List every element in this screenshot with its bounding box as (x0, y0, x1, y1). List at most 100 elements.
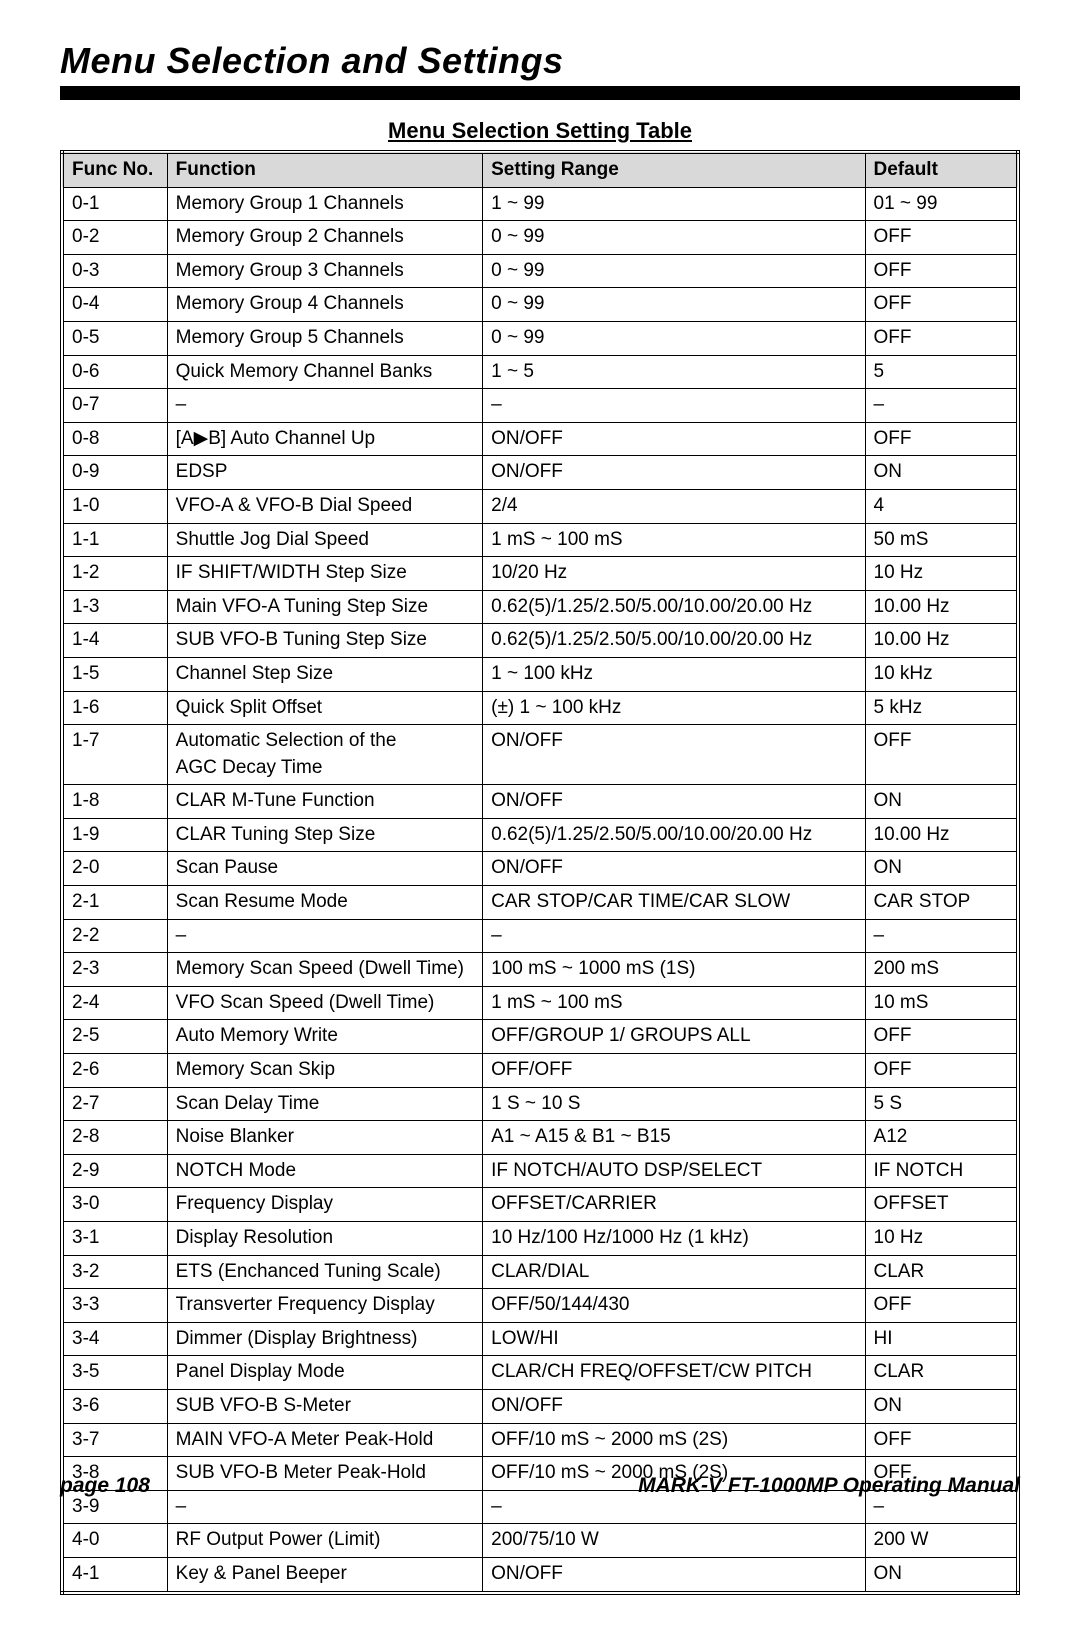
cell-range: 0 ~ 99 (483, 221, 865, 255)
cell-funcno: 4-0 (62, 1524, 167, 1558)
table-row: 2-9NOTCH ModeIF NOTCH/AUTO DSP/SELECTIF … (62, 1154, 1018, 1188)
cell-range: CLAR/DIAL (483, 1255, 865, 1289)
table-row: 4-1Key & Panel BeeperON/OFFON (62, 1557, 1018, 1592)
footer-manual-name: MARK-V FT-1000MP Operating Manual (638, 1474, 1020, 1498)
cell-default: 10.00 Hz (865, 818, 1018, 852)
cell-function: VFO-A & VFO-B Dial Speed (167, 489, 482, 523)
table-row: 2-4VFO Scan Speed (Dwell Time)1 mS ~ 100… (62, 986, 1018, 1020)
cell-range: IF NOTCH/AUTO DSP/SELECT (483, 1154, 865, 1188)
cell-funcno: 0-6 (62, 355, 167, 389)
table-row: 4-0RF Output Power (Limit)200/75/10 W200… (62, 1524, 1018, 1558)
cell-funcno: 3-2 (62, 1255, 167, 1289)
cell-default: 10 kHz (865, 657, 1018, 691)
cell-range: 0 ~ 99 (483, 254, 865, 288)
table-row: 0-8[A▶B] Auto Channel UpON/OFFOFF (62, 422, 1018, 456)
cell-funcno: 3-7 (62, 1423, 167, 1457)
cell-function: Quick Memory Channel Banks (167, 355, 482, 389)
cell-default: ON (865, 785, 1018, 819)
cell-funcno: 1-5 (62, 657, 167, 691)
cell-function: RF Output Power (Limit) (167, 1524, 482, 1558)
cell-funcno: 3-1 (62, 1222, 167, 1256)
cell-default: 10.00 Hz (865, 624, 1018, 658)
cell-function: Noise Blanker (167, 1121, 482, 1155)
cell-funcno: 1-3 (62, 590, 167, 624)
cell-default: OFF (865, 1289, 1018, 1323)
table-row: 3-3Transverter Frequency DisplayOFF/50/1… (62, 1289, 1018, 1323)
cell-range: OFFSET/CARRIER (483, 1188, 865, 1222)
table-row: 3-7MAIN VFO-A Meter Peak-HoldOFF/10 mS ~… (62, 1423, 1018, 1457)
cell-range: CAR STOP/CAR TIME/CAR SLOW (483, 886, 865, 920)
cell-funcno: 0-5 (62, 321, 167, 355)
table-row: 0-4Memory Group 4 Channels0 ~ 99OFF (62, 288, 1018, 322)
cell-funcno: 3-4 (62, 1322, 167, 1356)
cell-default: 5 kHz (865, 691, 1018, 725)
cell-funcno: 0-3 (62, 254, 167, 288)
table-row: 3-0Frequency DisplayOFFSET/CARRIEROFFSET (62, 1188, 1018, 1222)
cell-default: 10 Hz (865, 557, 1018, 591)
table-row: 2-2––– (62, 919, 1018, 953)
cell-function: ETS (Enchanced Tuning Scale) (167, 1255, 482, 1289)
cell-range: ON/OFF (483, 456, 865, 490)
cell-function: Dimmer (Display Brightness) (167, 1322, 482, 1356)
table-caption: Menu Selection Setting Table (60, 118, 1020, 144)
cell-default: IF NOTCH (865, 1154, 1018, 1188)
cell-default: OFFSET (865, 1188, 1018, 1222)
cell-function: – (167, 919, 482, 953)
table-row: 1-5Channel Step Size1 ~ 100 kHz10 kHz (62, 657, 1018, 691)
page-footer: page 108 MARK-V FT-1000MP Operating Manu… (60, 1474, 1020, 1498)
cell-funcno: 1-1 (62, 523, 167, 557)
cell-range: ON/OFF (483, 852, 865, 886)
cell-funcno: 2-6 (62, 1054, 167, 1088)
table-row: 1-2IF SHIFT/WIDTH Step Size10/20 Hz10 Hz (62, 557, 1018, 591)
cell-range: 1 ~ 99 (483, 187, 865, 221)
cell-funcno: 1-9 (62, 818, 167, 852)
cell-function: Transverter Frequency Display (167, 1289, 482, 1323)
cell-function: Automatic Selection of theAGC Decay Time (167, 725, 482, 785)
cell-function: [A▶B] Auto Channel Up (167, 422, 482, 456)
cell-range: 2/4 (483, 489, 865, 523)
table-row: 1-0VFO-A & VFO-B Dial Speed2/44 (62, 489, 1018, 523)
footer-page-number: page 108 (60, 1474, 150, 1498)
col-header-function: Function (167, 152, 482, 187)
cell-funcno: 2-7 (62, 1087, 167, 1121)
cell-funcno: 3-6 (62, 1389, 167, 1423)
cell-function: MAIN VFO-A Meter Peak-Hold (167, 1423, 482, 1457)
cell-default: 01 ~ 99 (865, 187, 1018, 221)
title-rule (60, 86, 1020, 100)
cell-range: 200/75/10 W (483, 1524, 865, 1558)
cell-range: A1 ~ A15 & B1 ~ B15 (483, 1121, 865, 1155)
cell-function: Shuttle Jog Dial Speed (167, 523, 482, 557)
cell-default: OFF (865, 221, 1018, 255)
cell-default: ON (865, 852, 1018, 886)
cell-default: CLAR (865, 1356, 1018, 1390)
cell-range: OFF/50/144/430 (483, 1289, 865, 1323)
cell-default: ON (865, 1557, 1018, 1592)
cell-default: 5 S (865, 1087, 1018, 1121)
cell-default: 200 W (865, 1524, 1018, 1558)
cell-default: 5 (865, 355, 1018, 389)
table-row: 0-1Memory Group 1 Channels1 ~ 9901 ~ 99 (62, 187, 1018, 221)
cell-funcno: 0-8 (62, 422, 167, 456)
cell-range: ON/OFF (483, 785, 865, 819)
cell-default: OFF (865, 1020, 1018, 1054)
table-row: 2-3Memory Scan Speed (Dwell Time)100 mS … (62, 953, 1018, 987)
cell-function: IF SHIFT/WIDTH Step Size (167, 557, 482, 591)
cell-funcno: 2-8 (62, 1121, 167, 1155)
cell-function: EDSP (167, 456, 482, 490)
table-row: 0-9EDSPON/OFFON (62, 456, 1018, 490)
cell-default: OFF (865, 254, 1018, 288)
table-row: 2-8Noise BlankerA1 ~ A15 & B1 ~ B15A12 (62, 1121, 1018, 1155)
cell-function: Key & Panel Beeper (167, 1557, 482, 1592)
table-row: 2-6Memory Scan SkipOFF/OFFOFF (62, 1054, 1018, 1088)
cell-range: ON/OFF (483, 1557, 865, 1592)
cell-funcno: 1-4 (62, 624, 167, 658)
table-row: 1-4SUB VFO-B Tuning Step Size0.62(5)/1.2… (62, 624, 1018, 658)
table-row: 0-7––– (62, 389, 1018, 423)
table-row: 0-3Memory Group 3 Channels0 ~ 99OFF (62, 254, 1018, 288)
cell-range: 100 mS ~ 1000 mS (1S) (483, 953, 865, 987)
cell-funcno: 1-0 (62, 489, 167, 523)
cell-funcno: 1-8 (62, 785, 167, 819)
cell-funcno: 1-7 (62, 725, 167, 785)
cell-funcno: 0-7 (62, 389, 167, 423)
cell-range: ON/OFF (483, 1389, 865, 1423)
